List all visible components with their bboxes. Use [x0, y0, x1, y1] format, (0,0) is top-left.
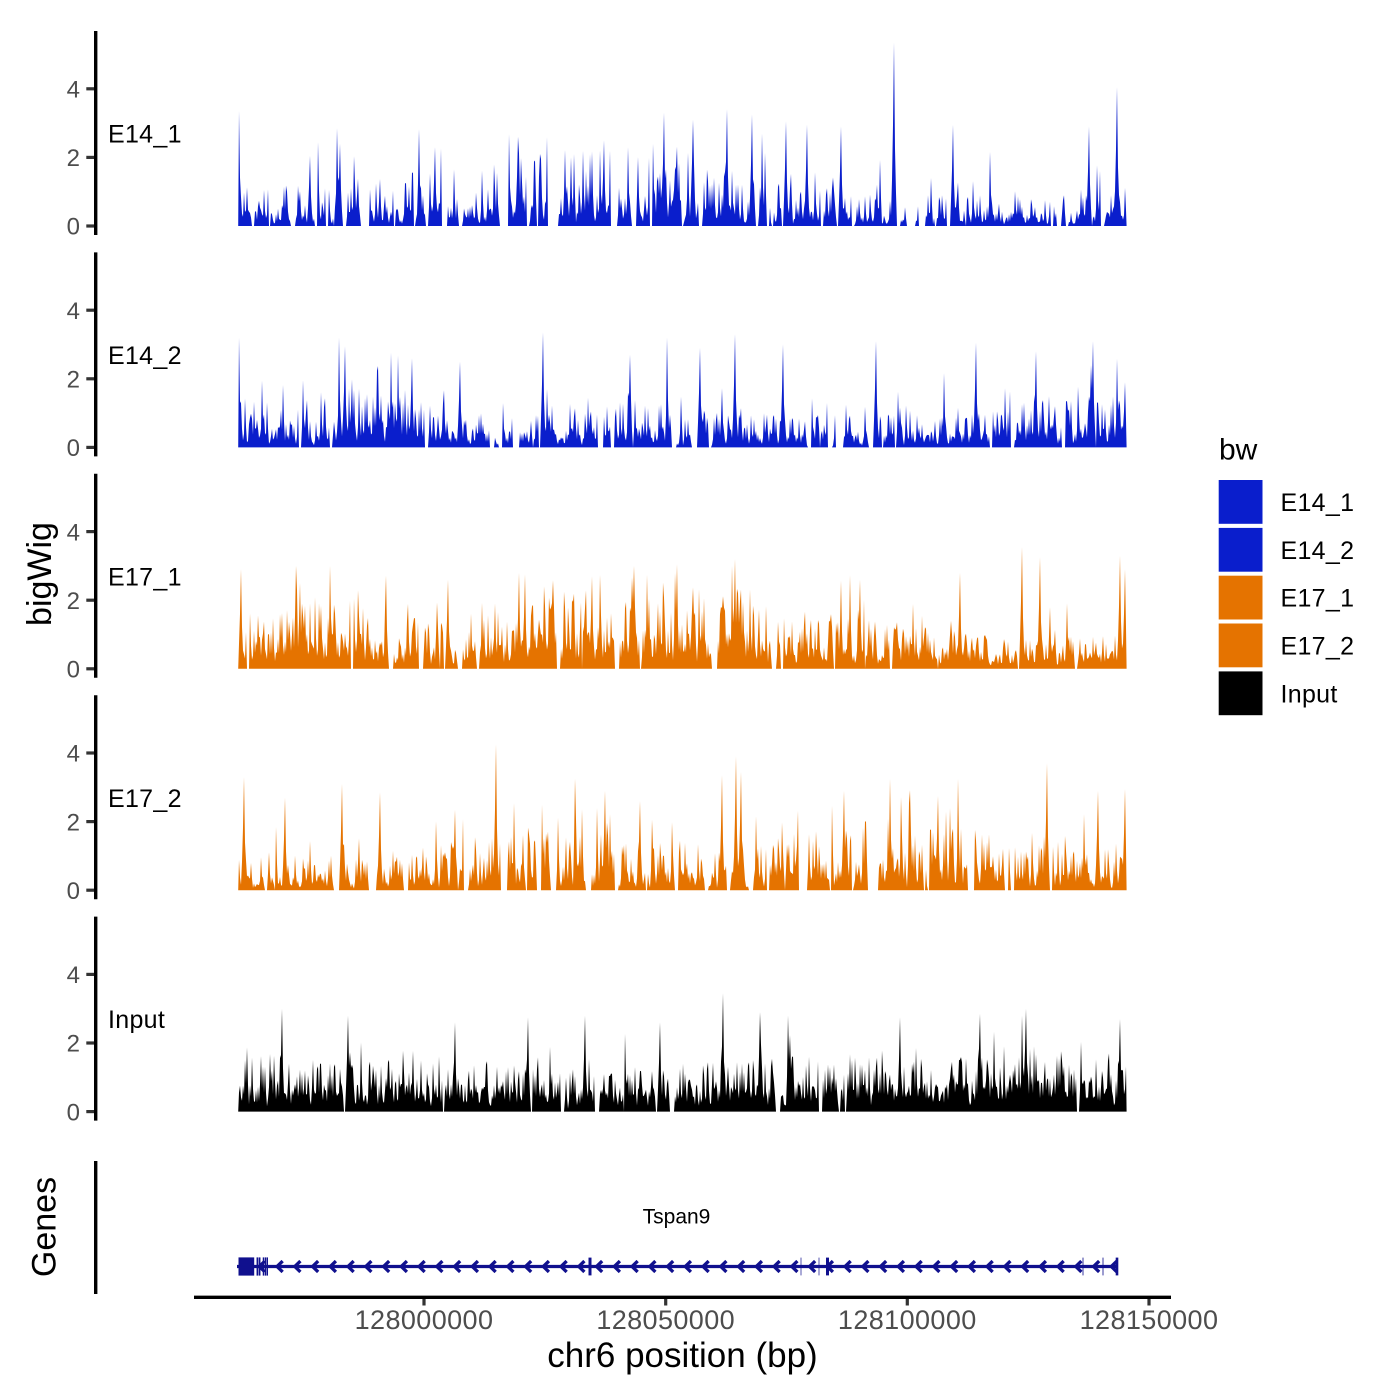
- svg-text:Input: Input: [108, 1006, 165, 1034]
- svg-text:Input: Input: [1281, 680, 1338, 708]
- svg-text:0: 0: [67, 435, 80, 462]
- svg-text:0: 0: [67, 878, 80, 905]
- svg-text:E14_1: E14_1: [108, 121, 182, 149]
- svg-text:0: 0: [67, 657, 80, 684]
- svg-text:4: 4: [67, 741, 80, 768]
- svg-text:E14_1: E14_1: [1281, 489, 1355, 517]
- svg-text:Tspan9: Tspan9: [643, 1206, 711, 1229]
- svg-text:4: 4: [67, 298, 80, 325]
- svg-text:Genes: Genes: [26, 1177, 64, 1277]
- svg-text:4: 4: [67, 962, 80, 989]
- svg-text:bw: bw: [1219, 434, 1258, 467]
- svg-text:E14_2: E14_2: [1281, 537, 1355, 565]
- svg-text:E14_2: E14_2: [108, 342, 182, 370]
- svg-text:E17_1: E17_1: [1281, 585, 1355, 613]
- svg-text:128150000: 128150000: [1080, 1305, 1219, 1335]
- svg-text:128050000: 128050000: [596, 1305, 735, 1335]
- svg-text:2: 2: [67, 588, 80, 615]
- svg-text:4: 4: [67, 519, 80, 546]
- svg-text:E17_2: E17_2: [1281, 633, 1355, 661]
- svg-text:2: 2: [67, 367, 80, 394]
- svg-text:0: 0: [67, 214, 80, 241]
- svg-text:2: 2: [67, 1031, 80, 1058]
- svg-text:128000000: 128000000: [355, 1305, 494, 1335]
- svg-text:2: 2: [67, 809, 80, 836]
- svg-text:E17_1: E17_1: [108, 563, 182, 591]
- svg-text:0: 0: [67, 1099, 80, 1126]
- svg-text:bigWig: bigWig: [21, 522, 59, 626]
- svg-text:E17_2: E17_2: [108, 785, 182, 813]
- svg-text:chr6 position (bp): chr6 position (bp): [547, 1336, 817, 1375]
- svg-text:4: 4: [67, 77, 80, 104]
- svg-text:2: 2: [67, 145, 80, 172]
- svg-text:128100000: 128100000: [838, 1305, 977, 1335]
